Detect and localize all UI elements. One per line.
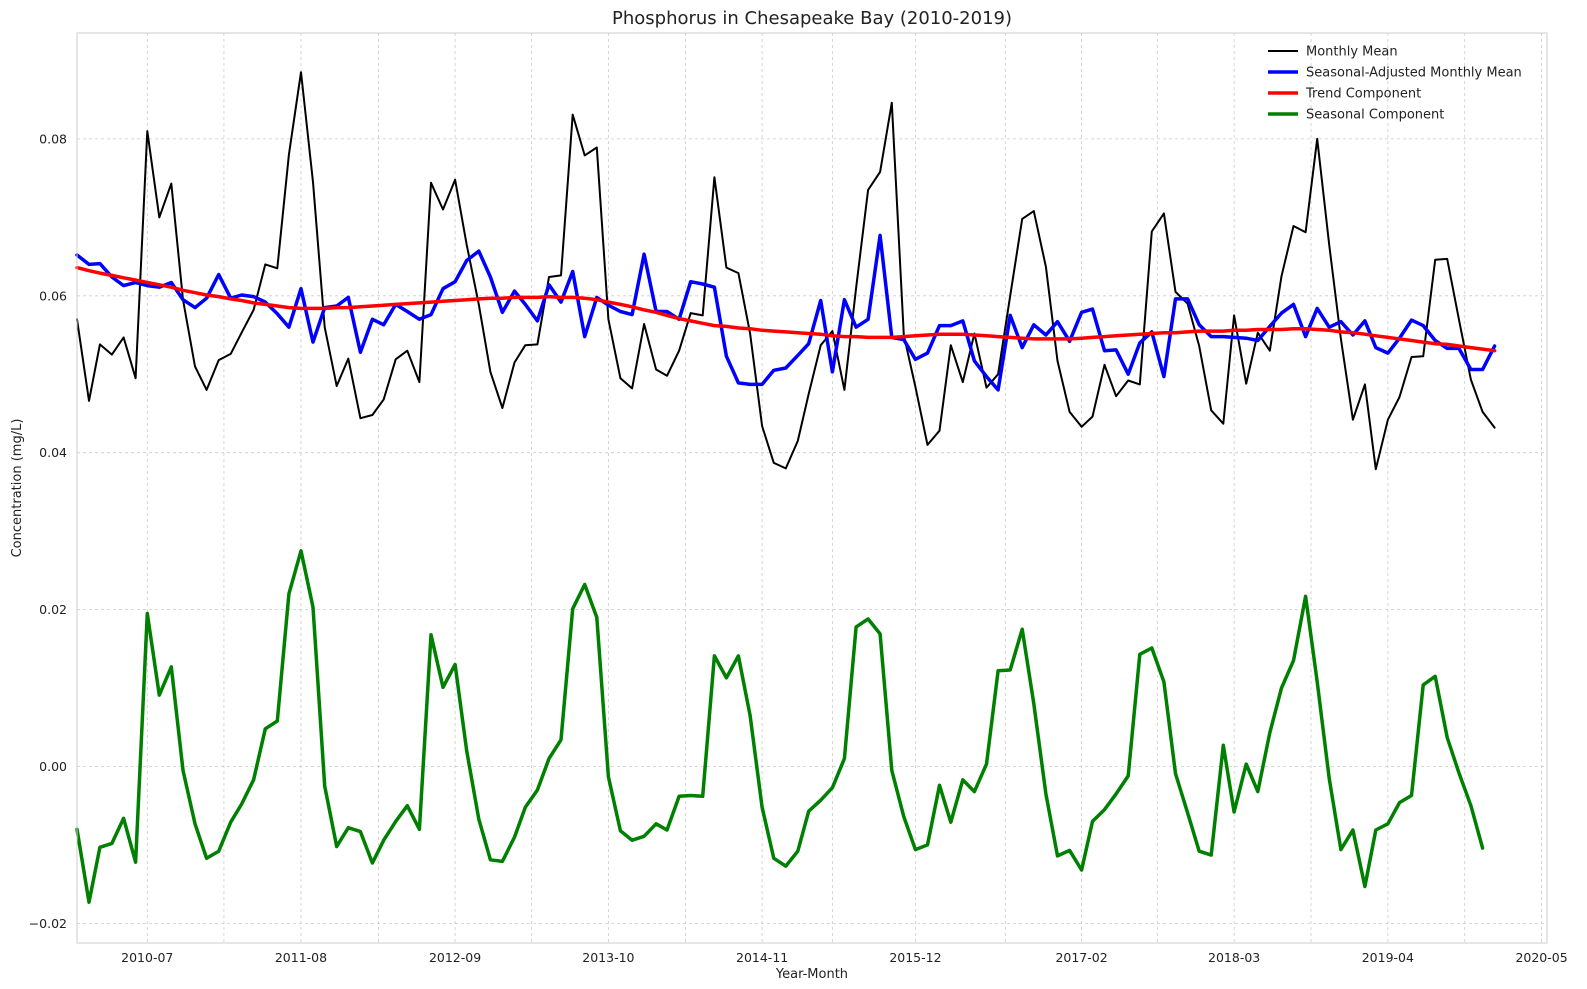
y-tick-label: 0.08 bbox=[39, 131, 67, 146]
y-axis-ticks: −0.02 0.00 0.02 0.04 0.06 0.08 bbox=[29, 131, 67, 930]
legend-label: Seasonal-Adjusted Monthly Mean bbox=[1306, 66, 1522, 81]
plot-background bbox=[77, 33, 1547, 943]
chart-title: Phosphorus in Chesapeake Bay (2010-2019) bbox=[612, 8, 1012, 29]
series-layer bbox=[75, 71, 1497, 904]
x-axis-ticks: 2010-07 2011-08 2012-09 2013-10 2014-11 2015-… bbox=[121, 950, 1568, 965]
legend-label: Monthly Mean bbox=[1306, 45, 1398, 60]
plot-frame bbox=[76, 32, 1548, 944]
y-axis-label: Concentration (mg/L) bbox=[10, 419, 25, 558]
x-axis-label: Year-Month bbox=[775, 967, 848, 982]
x-tick-label: 2020-05 bbox=[1515, 950, 1567, 965]
x-tick-label: 2018-03 bbox=[1208, 950, 1260, 965]
x-tick-label: 2015-12 bbox=[889, 950, 941, 965]
series-line-seasonal-component bbox=[75, 549, 1485, 904]
series-line-monthly-mean bbox=[76, 71, 1496, 471]
legend-label: Seasonal Component bbox=[1306, 108, 1444, 123]
x-tick-label: 2011-08 bbox=[275, 950, 327, 965]
legend: Monthly Mean Seasonal-Adjusted Monthly Me… bbox=[1268, 45, 1522, 123]
series-line-trend-component bbox=[75, 265, 1497, 353]
x-tick-label: 2017-02 bbox=[1055, 950, 1107, 965]
x-tick-label: 2012-09 bbox=[429, 950, 481, 965]
y-tick-label: 0.00 bbox=[39, 759, 67, 774]
y-tick-label: 0.06 bbox=[39, 288, 67, 303]
y-tick-label: 0.02 bbox=[39, 602, 67, 617]
series-line-seasonal-adjusted-monthly-mean bbox=[75, 233, 1497, 392]
y-tick-label: −0.02 bbox=[29, 916, 67, 931]
legend-label: Trend Component bbox=[1305, 87, 1421, 102]
y-tick-label: 0.04 bbox=[39, 445, 67, 460]
x-tick-label: 2010-07 bbox=[121, 950, 173, 965]
x-tick-label: 2014-11 bbox=[736, 950, 788, 965]
x-tick-label: 2019-04 bbox=[1362, 950, 1414, 965]
x-tick-label: 2013-10 bbox=[582, 950, 634, 965]
